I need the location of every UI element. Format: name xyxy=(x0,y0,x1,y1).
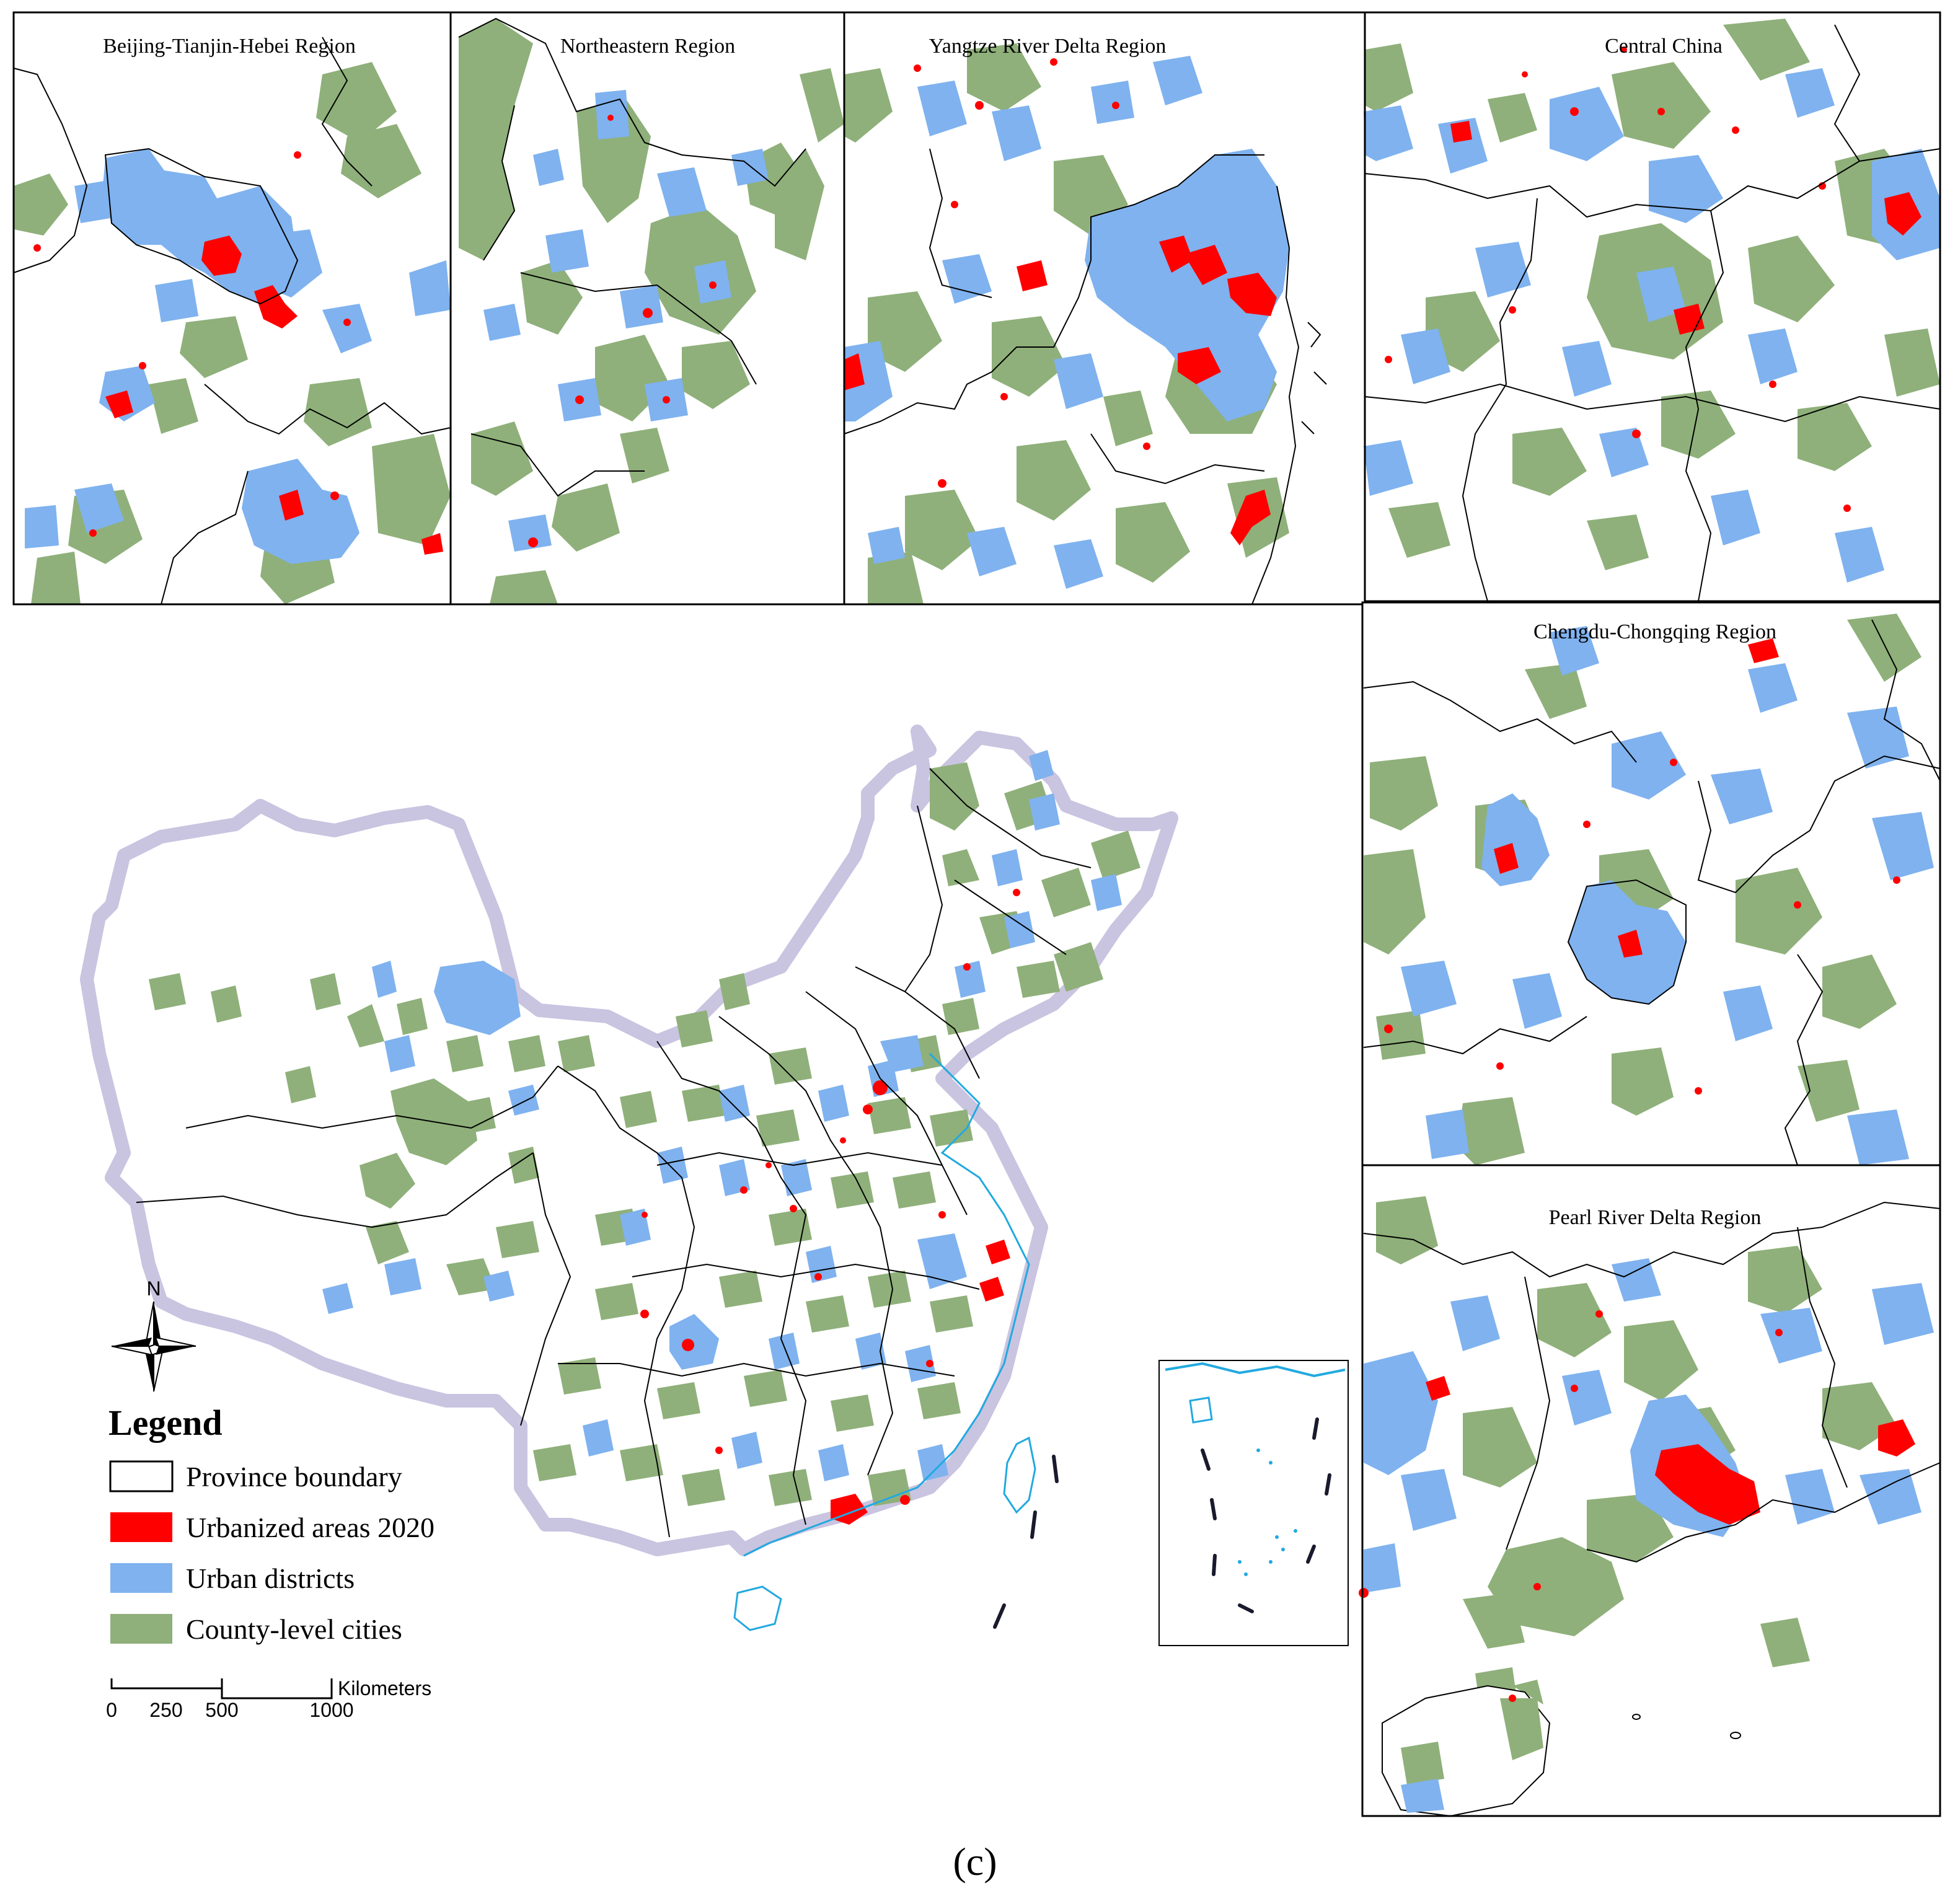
panel-prd-title: Pearl River Delta Region xyxy=(1549,1206,1762,1229)
panel-prd-map xyxy=(1359,1196,1941,1817)
north-arrow: N xyxy=(111,1277,196,1392)
scale-tick-0: 0 xyxy=(106,1699,117,1721)
scale-tick-1000: 1000 xyxy=(309,1699,353,1721)
legend-label-urban-districts: Urban districts xyxy=(186,1562,355,1594)
legend-title: Legend xyxy=(108,1403,223,1443)
panel-cc: Central China xyxy=(1364,11,1941,602)
legend-item-urban-districts: Urban districts xyxy=(110,1562,355,1594)
panel-ne-map xyxy=(458,17,844,604)
legend-label-boundary: Province boundary xyxy=(186,1461,402,1492)
panel-bth-map xyxy=(13,37,451,605)
panel-chc: Chengdu-Chongqing Region xyxy=(1361,601,1941,1166)
legend-label-urbanized: Urbanized areas 2020 xyxy=(186,1512,435,1543)
panel-ne: Northeastern Region xyxy=(449,11,845,606)
panel-prd-frame xyxy=(1361,1164,1941,1817)
panel-yrd-map xyxy=(844,43,1327,605)
panel-cc-title: Central China xyxy=(1605,35,1723,58)
legend-item-province-boundary: Province boundary xyxy=(109,1460,402,1492)
legend-label-county-cities: County-level cities xyxy=(186,1613,402,1645)
panel-ne-title: Northeastern Region xyxy=(560,35,735,58)
scs-inset xyxy=(1158,1360,1349,1646)
panel-cc-map xyxy=(1364,19,1941,602)
panel-cc-frame xyxy=(1364,11,1941,602)
legend-swatch-county-cities xyxy=(110,1614,172,1644)
legend: Legend Province boundary Urbanized areas… xyxy=(108,1403,435,1645)
scale-tick-500: 500 xyxy=(205,1699,238,1721)
panel-chc-title: Chengdu-Chongqing Region xyxy=(1533,620,1776,643)
panel-chc-map xyxy=(1363,614,1941,1166)
north-arrow-label: N xyxy=(146,1277,161,1300)
legend-item-county-cities: County-level cities xyxy=(110,1613,402,1645)
scale-tick-250: 250 xyxy=(149,1699,182,1721)
panel-yrd-title: Yangtze River Delta Region xyxy=(929,35,1167,58)
panel-bth: Beijing-Tianjin-Hebei Region xyxy=(12,11,452,606)
panel-bth-title: Beijing-Tianjin-Hebei Region xyxy=(103,35,356,58)
scale-bar-unit: Kilometers xyxy=(338,1677,431,1699)
scale-bar: Kilometers 0 250 500 1000 xyxy=(106,1677,431,1721)
figure-caption: (c) xyxy=(953,1840,997,1884)
panel-yrd: Yangtze River Delta Region xyxy=(843,11,1366,606)
legend-item-urbanized: Urbanized areas 2020 xyxy=(110,1512,435,1543)
legend-swatch-urbanized xyxy=(110,1512,172,1542)
legend-swatch-urban-districts xyxy=(110,1563,172,1593)
panel-prd: Pearl River Delta Region xyxy=(1359,1164,1941,1817)
china-main-map xyxy=(80,725,1178,1631)
legend-swatch-boundary xyxy=(109,1460,174,1492)
